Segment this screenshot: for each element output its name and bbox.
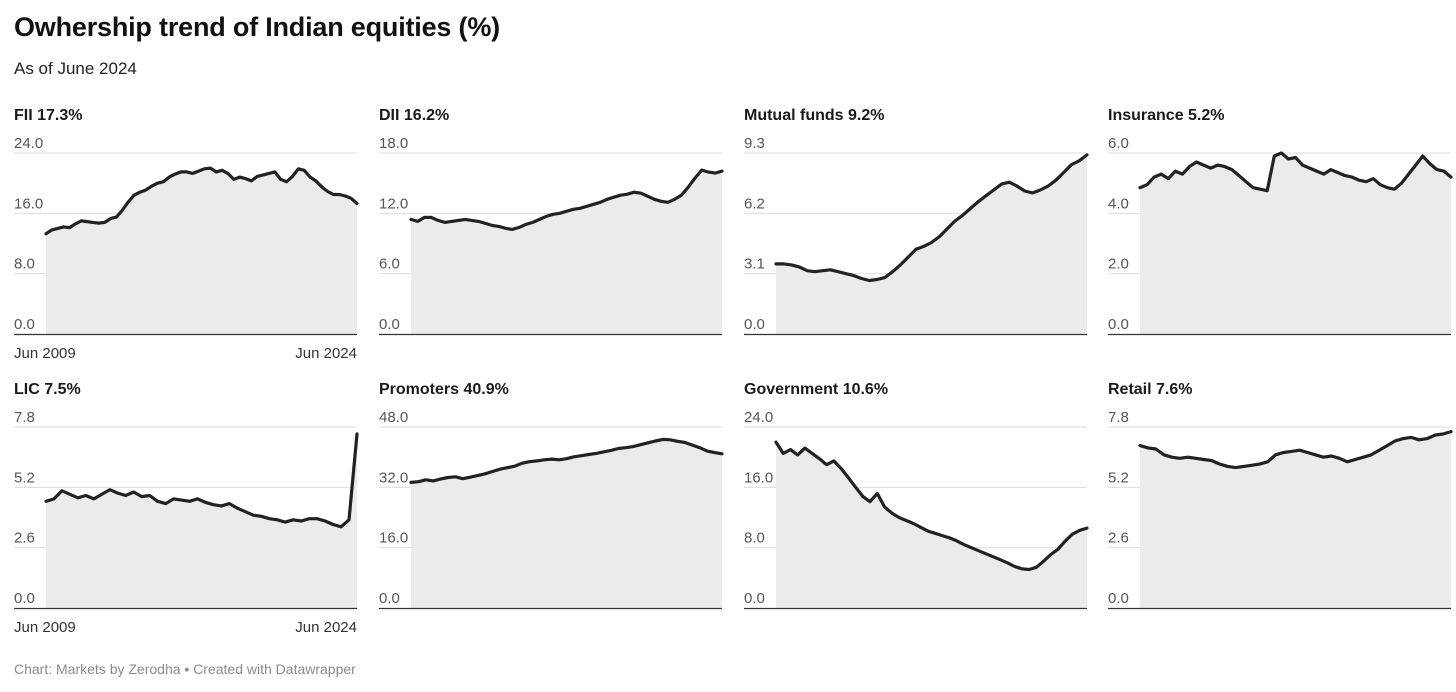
series-line — [409, 168, 724, 232]
y-tick-label: 24.0 — [744, 409, 773, 426]
y-tick-label: 6.0 — [1108, 135, 1129, 152]
y-tick-label: 2.0 — [1108, 256, 1129, 273]
y-tick-label: 0.0 — [1108, 590, 1129, 607]
chart-svg: 0.0 2.6 5.2 7.8 Jun 2009 Jun 2024 — [14, 409, 359, 636]
y-tick-label: 4.0 — [1108, 195, 1129, 212]
y-tick-label: 0.0 — [379, 316, 400, 333]
chart-subtitle: As of June 2024 — [14, 59, 137, 78]
series-area — [46, 168, 357, 334]
y-tick-label: 18.0 — [379, 135, 408, 152]
series-line — [409, 437, 724, 485]
series-line — [1138, 430, 1453, 470]
y-tick-label: 5.2 — [1108, 469, 1129, 486]
panel-title: Promoters 40.9% — [379, 381, 509, 398]
y-tick-label: 12.0 — [379, 195, 408, 212]
chart-footer: Chart: Markets by Zerodha • Created with… — [14, 661, 356, 677]
chart-panel: Retail 7.6% 0.0 2.6 5.2 7.8 — [1108, 381, 1453, 631]
y-tick-label: 24.0 — [14, 135, 43, 152]
series-area — [411, 439, 722, 608]
panel-title: Retail 7.6% — [1108, 381, 1193, 398]
panel-title: Government 10.6% — [744, 381, 889, 398]
y-tick-label: 8.0 — [744, 530, 765, 547]
chart-title: Owhership trend of Indian equities (%) — [14, 12, 500, 42]
y-tick-label: 32.0 — [379, 469, 408, 486]
x-tick-label: Jun 2009 — [14, 619, 76, 636]
y-tick-label: 3.1 — [744, 256, 765, 273]
series-line — [44, 432, 359, 529]
series-line — [44, 166, 359, 236]
series-area — [1140, 431, 1451, 608]
panel-title: Mutual funds 9.2% — [744, 107, 885, 124]
series-area — [1140, 153, 1451, 334]
x-tick-label: Jun 2024 — [295, 345, 357, 362]
chart-svg: 0.0 2.0 4.0 6.0 — [1108, 135, 1453, 336]
y-tick-label: 0.0 — [14, 316, 35, 333]
panel-title: FII 17.3% — [14, 107, 83, 124]
y-tick-label: 0.0 — [744, 316, 765, 333]
y-tick-label: 0.0 — [744, 590, 765, 607]
chart-panel: FII 17.3% 0.0 8.0 16.0 24.0 Jun 2009 Jun 2024 — [14, 107, 359, 362]
series-area — [776, 442, 1087, 608]
y-tick-label: 5.2 — [14, 469, 35, 486]
chart-panel: Government 10.6% 0.0 8.0 16.0 24.0 — [744, 381, 1089, 631]
chart-svg: 0.0 16.0 32.0 48.0 — [379, 409, 724, 610]
chart-panel: Promoters 40.9% 0.0 16.0 32.0 48.0 — [379, 381, 724, 631]
y-tick-label: 9.3 — [744, 135, 765, 152]
y-tick-label: 16.0 — [14, 195, 43, 212]
chart-svg: 0.0 2.6 5.2 7.8 — [1108, 409, 1453, 610]
y-tick-label: 0.0 — [379, 590, 400, 607]
y-tick-label: 16.0 — [379, 530, 408, 547]
y-tick-label: 6.0 — [379, 256, 400, 273]
series-area — [46, 434, 357, 608]
series-area — [776, 154, 1087, 334]
y-tick-label: 48.0 — [379, 409, 408, 426]
panel-title: LIC 7.5% — [14, 381, 81, 398]
panel-title: DII 16.2% — [379, 107, 450, 124]
y-tick-label: 7.8 — [14, 409, 35, 426]
chart-panel: DII 16.2% 0.0 6.0 12.0 18.0 — [379, 107, 724, 357]
chart-svg: 0.0 3.1 6.2 9.3 — [744, 135, 1089, 336]
panel-title: Insurance 5.2% — [1108, 107, 1225, 124]
chart-panel: LIC 7.5% 0.0 2.6 5.2 7.8 Jun 2009 Jun 2024 — [14, 381, 359, 636]
y-tick-label: 8.0 — [14, 256, 35, 273]
chart-panel: Mutual funds 9.2% 0.0 3.1 6.2 9.3 — [744, 107, 1089, 357]
series-area — [411, 170, 722, 334]
x-tick-label: Jun 2024 — [295, 619, 357, 636]
x-tick-label: Jun 2009 — [14, 345, 76, 362]
y-tick-label: 2.6 — [14, 530, 35, 547]
y-tick-label: 7.8 — [1108, 409, 1129, 426]
chart-svg: 0.0 6.0 12.0 18.0 — [379, 135, 724, 336]
series-line — [1138, 151, 1453, 193]
chart-svg: 0.0 8.0 16.0 24.0 — [744, 409, 1089, 610]
y-tick-label: 16.0 — [744, 469, 773, 486]
series-line — [774, 440, 1089, 572]
y-tick-label: 0.0 — [14, 590, 35, 607]
chart-svg: 0.0 8.0 16.0 24.0 Jun 2009 Jun 2024 — [14, 135, 359, 362]
y-tick-label: 6.2 — [744, 195, 765, 212]
y-tick-label: 2.6 — [1108, 530, 1129, 547]
y-tick-label: 0.0 — [1108, 316, 1129, 333]
chart-panel: Insurance 5.2% 0.0 2.0 4.0 6.0 — [1108, 107, 1453, 357]
series-line — [774, 153, 1089, 283]
